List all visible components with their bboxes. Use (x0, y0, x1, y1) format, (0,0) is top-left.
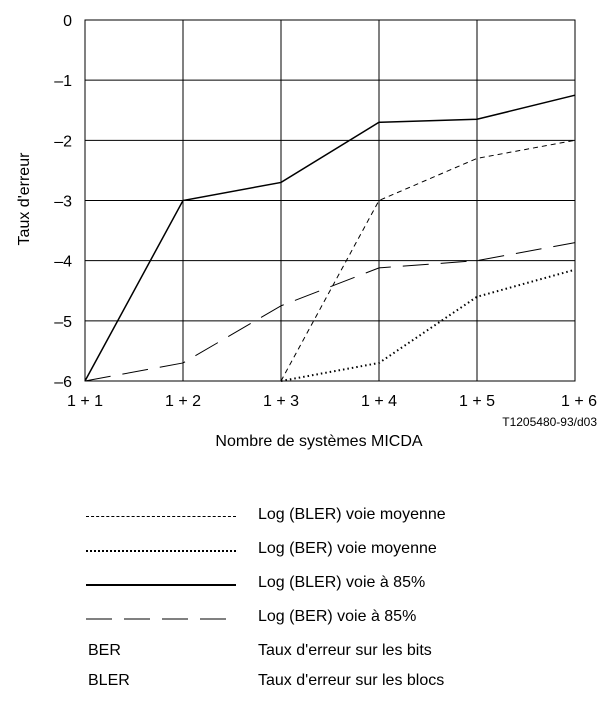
legend-label: Log (BER) voie à 85% (258, 608, 417, 625)
y-tick-label: –3 (54, 194, 72, 211)
tick-labels: 0 –1 –2 –3 –4 –5 –6 1 + 1 1 + 2 1 + 3 1 + 4 1 + 5 1 … (54, 13, 597, 410)
legend-label: Log (BER) voie moyenne (258, 540, 437, 557)
legend-sample-long-dash (86, 618, 236, 620)
y-tick-label: –5 (54, 314, 72, 331)
abbreviation-term: BER (88, 642, 121, 659)
y-tick-label: –2 (54, 133, 72, 150)
y-tick-label: –1 (54, 73, 72, 90)
x-tick-label: 1 + 6 (561, 393, 597, 410)
x-tick-label: 1 + 5 (459, 393, 495, 410)
series-lines (84, 94, 576, 382)
legend-item-ber-average: Log (BER) voie moyenne (86, 536, 586, 566)
x-tick-label: 1 + 3 (263, 393, 299, 410)
legend-sample-short-dash (86, 516, 236, 517)
y-tick-label: –6 (54, 374, 72, 391)
legend-label: Log (BLER) voie moyenne (258, 506, 446, 523)
abbreviation-ber: BER Taux d'erreur sur les bits (86, 638, 586, 668)
series-line-dotted (280, 268, 576, 382)
legend-item-ber-85: Log (BER) voie à 85% (86, 604, 586, 634)
abbreviation-meaning: Taux d'erreur sur les blocs (258, 672, 445, 689)
x-tick-label: 1 + 2 (165, 393, 201, 410)
x-tick-label: 1 + 1 (67, 393, 103, 410)
legend-item-bler-85: Log (BLER) voie à 85% (86, 570, 586, 600)
abbreviation-meaning: Taux d'erreur sur les bits (258, 642, 432, 659)
grid (84, 19, 576, 382)
y-tick-label: 0 (63, 13, 72, 30)
x-axis-label: Nombre de systèmes MICDA (215, 433, 422, 450)
legend-sample-solid (86, 584, 236, 586)
y-tick-label: –4 (54, 254, 72, 271)
x-tick-label: 1 + 4 (361, 393, 397, 410)
series-line-short-dash (280, 139, 576, 382)
abbreviation-term: BLER (88, 672, 130, 689)
figure-id: T1205480-93/d03 (502, 415, 597, 429)
legend-label: Log (BLER) voie à 85% (258, 574, 426, 591)
legend-item-bler-average: Log (BLER) voie moyenne (86, 502, 586, 532)
abbreviation-bler: BLER Taux d'erreur sur les blocs (86, 668, 586, 698)
y-axis-label: Taux d'erreur (16, 152, 33, 246)
series-line-long-dash (84, 242, 576, 382)
legend-sample-dotted (86, 550, 236, 552)
series-line-solid (84, 94, 576, 382)
